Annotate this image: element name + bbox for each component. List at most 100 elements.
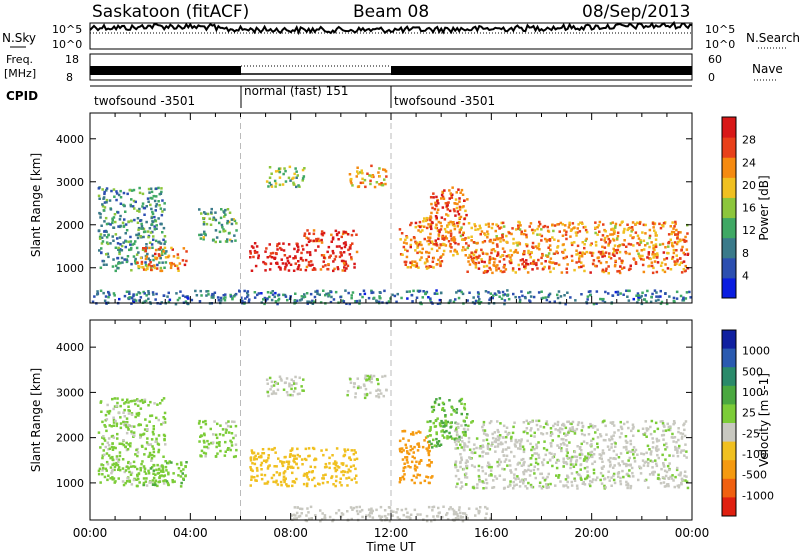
scatter-cell-9 (675, 228, 678, 232)
scatter-cell-8 (621, 460, 624, 463)
scatter-cell-5 (270, 172, 273, 175)
scatter-cell-10 (661, 268, 665, 272)
scatter-cell-5 (370, 380, 373, 384)
scatter-cell-7 (415, 262, 419, 265)
scatter-cell-9 (402, 513, 405, 517)
scatter-cell-8 (464, 472, 468, 475)
scatter-cell-0 (114, 264, 118, 268)
scatter-cell-9 (583, 246, 586, 250)
scatter-cell-8 (677, 446, 681, 450)
scatter-cell-9 (614, 222, 618, 226)
scatter-cell-0 (97, 472, 101, 476)
scatter-cell-10 (618, 269, 621, 273)
scatter-cell-9 (542, 225, 545, 229)
scatter-cell-11 (358, 299, 361, 302)
scatter-cell-3 (355, 481, 358, 484)
scatter-cell-0 (125, 480, 129, 483)
scatter-cell-9 (609, 233, 612, 236)
scatter-cell-1 (153, 264, 156, 267)
scatter-cell-10 (642, 258, 645, 261)
scatter-cell-7 (409, 243, 412, 247)
scatter-cell-9 (425, 519, 429, 523)
scatter-cell-10 (682, 260, 686, 263)
scatter-cell-8 (612, 466, 615, 469)
velocity-colorbar-swatch (722, 348, 736, 368)
scatter-cell-10 (686, 253, 689, 256)
scatter-cell-11 (545, 298, 549, 302)
scatter-cell-10 (642, 270, 646, 274)
scatter-cell-0 (105, 253, 108, 256)
scatter-cell-11 (205, 294, 208, 297)
x-tick-label: 00:00 (73, 526, 108, 540)
scatter-cell-9 (610, 228, 613, 231)
freq-band-left (90, 66, 241, 75)
scatter-cell-11 (190, 298, 194, 302)
scatter-cell-6 (419, 431, 422, 434)
scatter-cell-9 (583, 243, 586, 246)
scatter-cell-9 (464, 254, 467, 257)
scatter-cell-8 (481, 425, 484, 429)
scatter-cell-10 (480, 258, 483, 261)
scatter-cell-4 (279, 377, 283, 381)
scatter-cell-8 (685, 475, 688, 478)
scatter-cell-0 (111, 221, 114, 225)
scatter-cell-0 (98, 467, 102, 471)
scatter-cell-0 (150, 457, 154, 460)
scatter-cell-4 (337, 238, 340, 241)
scatter-cell-9 (611, 221, 614, 224)
scatter-cell-7 (435, 437, 438, 441)
scatter-cell-4 (312, 239, 316, 243)
scatter-cell-11 (616, 290, 620, 294)
scatter-cell-4 (304, 258, 308, 262)
scatter-cell-0 (119, 214, 122, 218)
scatter-cell-4 (320, 238, 323, 242)
scatter-cell-4 (331, 249, 335, 253)
scatter-cell-9 (290, 514, 294, 517)
scatter-cell-3 (313, 458, 316, 462)
scatter-cell-9 (622, 243, 625, 247)
scatter-cell-0 (145, 220, 148, 224)
scatter-cell-8 (462, 467, 466, 471)
scatter-cell-11 (199, 289, 202, 293)
scatter-cell-11 (540, 290, 543, 293)
scatter-cell-8 (618, 464, 621, 467)
scatter-cell-0 (147, 472, 151, 475)
scatter-cell-9 (505, 234, 508, 238)
velocity-colorbar-swatch (722, 367, 736, 387)
scatter-cell-0 (114, 419, 117, 423)
scatter-cell-4 (321, 265, 325, 268)
scatter-cell-8 (678, 444, 681, 448)
scatter-cell-3 (330, 476, 333, 480)
scatter-cell-0 (162, 226, 166, 230)
scatter-cell-1 (142, 268, 146, 271)
scatter-cell-3 (286, 256, 289, 260)
scatter-cell-3 (256, 474, 259, 478)
scatter-cell-5 (349, 381, 353, 384)
scatter-cell-0 (163, 421, 167, 424)
scatter-cell-8 (492, 486, 496, 489)
scatter-cell-5 (303, 167, 306, 170)
scatter-cell-6 (417, 430, 420, 433)
scatter-cell-0 (156, 463, 159, 467)
scatter-cell-9 (518, 228, 522, 231)
scatter-cell-1 (167, 483, 170, 487)
scatter-cell-8 (444, 235, 447, 238)
scatter-cell-0 (154, 209, 157, 212)
scatter-cell-8 (629, 484, 633, 488)
scatter-cell-0 (100, 224, 103, 227)
scatter-cell-4 (335, 233, 339, 237)
scatter-cell-2 (214, 211, 217, 214)
scatter-cell-0 (117, 458, 121, 461)
scatter-cell-8 (610, 484, 613, 487)
scatter-cell-4 (295, 382, 298, 385)
scatter-cell-9 (351, 508, 354, 511)
scatter-cell-7 (439, 228, 443, 231)
scatter-cell-0 (118, 442, 121, 445)
scatter-cell-0 (136, 398, 139, 401)
scatter-cell-9 (642, 239, 646, 242)
scatter-cell-0 (104, 413, 108, 417)
scatter-cell-11 (664, 292, 667, 295)
scatter-cell-8 (682, 423, 685, 427)
power-ylabel: Slant Range [km] (29, 153, 43, 257)
